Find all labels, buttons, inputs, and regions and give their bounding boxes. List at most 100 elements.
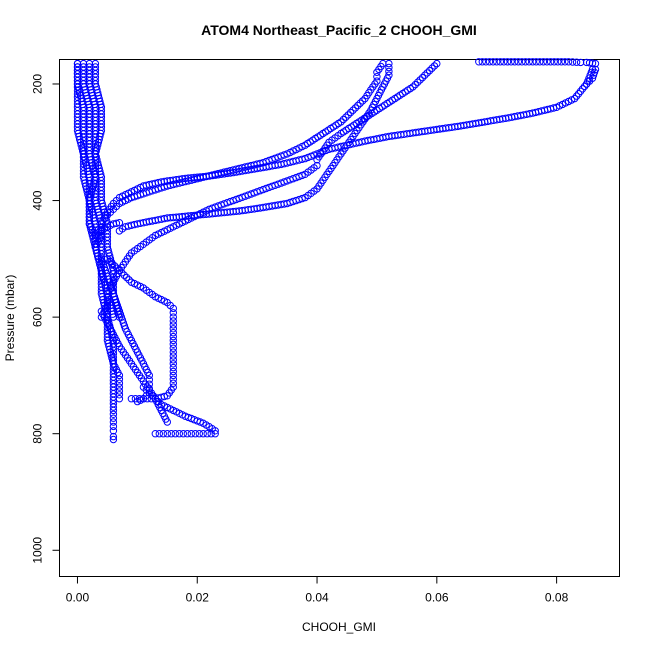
data-point [127, 395, 136, 403]
data-point [414, 78, 422, 86]
data-point [169, 340, 178, 348]
data-point [507, 58, 515, 66]
data-point [115, 375, 124, 383]
x-axis: 0.00 0.02 0.04 0.06 0.08 [66, 576, 569, 605]
data-point [478, 58, 486, 66]
data-point [529, 58, 537, 66]
data-point [489, 58, 497, 66]
data-point [187, 430, 196, 438]
data-point [109, 422, 118, 431]
data-point [169, 325, 178, 333]
data-point [591, 59, 600, 68]
data-point [109, 435, 118, 444]
x-tick-label: 0.02 [186, 591, 210, 605]
data-point [475, 58, 483, 66]
data-point [572, 92, 581, 100]
data-point [112, 219, 121, 228]
data-point [532, 58, 540, 66]
data-point [430, 62, 439, 70]
series-1 [91, 65, 597, 251]
data-point [564, 58, 573, 66]
data-point [568, 58, 577, 66]
data-point [169, 356, 178, 364]
data-point [109, 406, 118, 415]
data-point [169, 379, 178, 387]
data-point [425, 66, 434, 75]
data-point [115, 379, 124, 387]
data-point [428, 64, 436, 72]
data-point [169, 321, 178, 329]
data-point [169, 304, 178, 313]
data-point [169, 360, 178, 368]
chart-title: ATOM4 Northeast_Pacific_2 CHOOH_GMI [201, 22, 477, 38]
data-point [113, 264, 121, 272]
data-point [482, 58, 490, 66]
plot-frame [59, 59, 620, 577]
data-point [118, 269, 126, 277]
data-point [109, 414, 118, 422]
data-point [169, 309, 178, 317]
data-point [120, 271, 128, 279]
data-point [159, 430, 168, 438]
data-point [171, 430, 180, 438]
y-axis: 200 400 600 800 1000 [31, 74, 60, 564]
data-point [361, 94, 369, 103]
data-point [169, 367, 178, 376]
data-point [109, 418, 118, 426]
data-point [536, 58, 544, 66]
data-point [199, 430, 207, 438]
data-point [582, 80, 591, 88]
data-point [169, 344, 178, 352]
data-point [169, 371, 178, 380]
data-point [145, 371, 154, 380]
data-point [373, 68, 381, 77]
data-point [115, 219, 124, 227]
data-point [346, 108, 355, 117]
data-point [169, 352, 178, 360]
data-point [574, 90, 583, 98]
data-point [521, 58, 530, 66]
data-point [169, 375, 178, 383]
data-point [169, 336, 178, 345]
data-point [576, 58, 585, 67]
data-point [588, 59, 597, 67]
data-point [175, 430, 184, 438]
data-point [554, 58, 562, 66]
series-4 [115, 59, 393, 235]
x-axis-label: CHOOH_GMI [302, 620, 376, 634]
data-point [124, 222, 133, 230]
data-point [546, 58, 555, 66]
data-point [416, 76, 424, 84]
data-point [155, 430, 164, 438]
data-points [73, 58, 600, 444]
data-point [183, 430, 192, 438]
data-point [125, 276, 133, 284]
data-point [351, 104, 360, 112]
data-point [342, 113, 350, 121]
y-tick-label: 800 [31, 423, 45, 443]
data-point [578, 85, 587, 93]
data-point [169, 363, 178, 372]
data-point [349, 106, 357, 114]
data-point [511, 58, 519, 66]
data-point [421, 71, 429, 79]
data-point [356, 99, 364, 107]
data-point [354, 101, 362, 110]
data-point [179, 430, 188, 438]
data-point [109, 313, 118, 321]
y-tick-label: 600 [31, 307, 45, 327]
data-point [525, 58, 533, 66]
data-point [514, 58, 522, 66]
data-point [411, 80, 419, 89]
data-point [500, 58, 508, 66]
data-point [163, 430, 172, 438]
data-point [169, 348, 178, 356]
data-point [503, 58, 512, 66]
data-point [518, 58, 526, 66]
data-point [493, 58, 501, 66]
data-point [109, 403, 118, 411]
data-point [133, 397, 142, 406]
data-point [169, 317, 178, 325]
y-tick-label: 1000 [31, 537, 45, 564]
